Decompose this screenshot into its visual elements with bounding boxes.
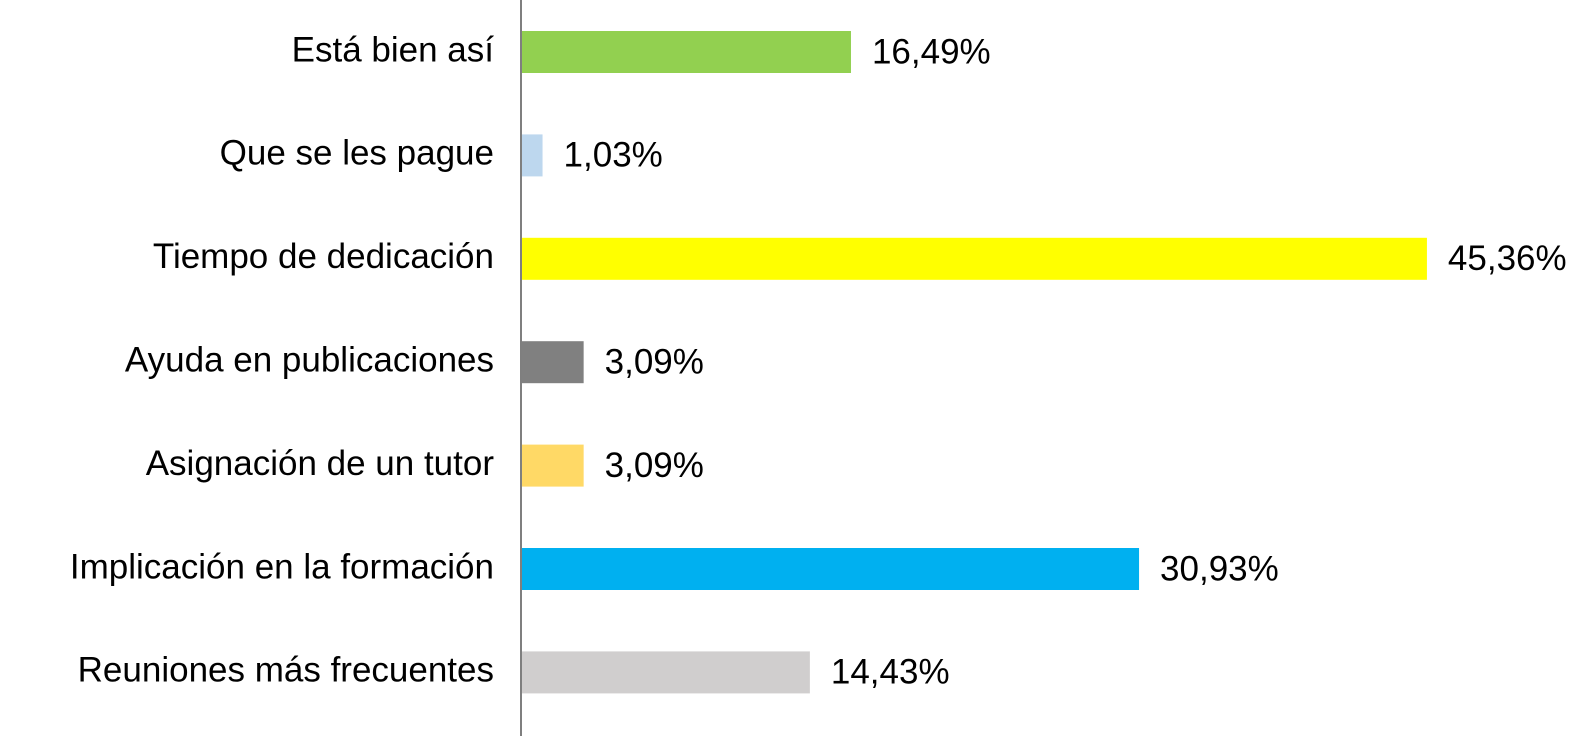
bar: [522, 651, 810, 694]
category-label: Que se les pague: [220, 134, 494, 173]
value-label: 3,09%: [605, 446, 704, 485]
bar: [522, 341, 584, 384]
category-label: Implicación en la formación: [70, 547, 494, 586]
category-label: Está bien así: [292, 30, 495, 69]
value-label: 45,36%: [1448, 239, 1567, 278]
category-label: Reuniones más frecuentes: [78, 651, 494, 690]
value-label: 14,43%: [831, 653, 950, 692]
value-label: 1,03%: [564, 136, 663, 175]
bar: [522, 237, 1427, 280]
bar: [522, 444, 584, 487]
category-label: Tiempo de dedicación: [153, 237, 494, 276]
category-label: Asignación de un tutor: [146, 444, 495, 483]
bar: [522, 31, 851, 73]
bar: [522, 134, 543, 177]
value-label: 3,09%: [605, 342, 704, 381]
value-label: 30,93%: [1160, 549, 1279, 588]
bar: [522, 548, 1140, 590]
value-label: 16,49%: [872, 32, 991, 71]
category-label: Ayuda en publicaciones: [125, 340, 494, 379]
